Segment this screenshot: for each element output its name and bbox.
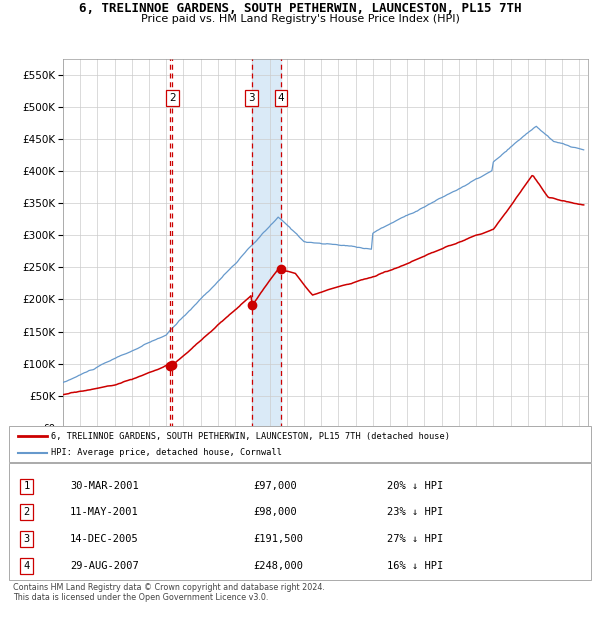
- Text: 1: 1: [23, 482, 29, 492]
- Text: 4: 4: [23, 560, 29, 571]
- Text: 2: 2: [169, 92, 176, 103]
- Text: £191,500: £191,500: [253, 534, 304, 544]
- Text: 3: 3: [248, 92, 255, 103]
- Text: 29-AUG-2007: 29-AUG-2007: [70, 560, 139, 571]
- Text: £98,000: £98,000: [253, 507, 297, 517]
- Text: 4: 4: [278, 92, 284, 103]
- Text: 11-MAY-2001: 11-MAY-2001: [70, 507, 139, 517]
- Text: £248,000: £248,000: [253, 560, 304, 571]
- Text: 23% ↓ HPI: 23% ↓ HPI: [388, 507, 443, 517]
- Text: Price paid vs. HM Land Registry's House Price Index (HPI): Price paid vs. HM Land Registry's House …: [140, 14, 460, 24]
- Bar: [251, 59, 281, 428]
- FancyBboxPatch shape: [9, 426, 591, 462]
- Text: 20% ↓ HPI: 20% ↓ HPI: [388, 482, 443, 492]
- Text: HPI: Average price, detached house, Cornwall: HPI: Average price, detached house, Corn…: [51, 448, 282, 458]
- Text: 14-DEC-2005: 14-DEC-2005: [70, 534, 139, 544]
- Text: £97,000: £97,000: [253, 482, 297, 492]
- Text: 27% ↓ HPI: 27% ↓ HPI: [388, 534, 443, 544]
- Text: Contains HM Land Registry data © Crown copyright and database right 2024.: Contains HM Land Registry data © Crown c…: [13, 583, 325, 592]
- Text: 3: 3: [23, 534, 29, 544]
- Text: 6, TRELINNOE GARDENS, SOUTH PETHERWIN, LAUNCESTON, PL15 7TH: 6, TRELINNOE GARDENS, SOUTH PETHERWIN, L…: [79, 2, 521, 15]
- FancyBboxPatch shape: [9, 463, 591, 580]
- Text: 16% ↓ HPI: 16% ↓ HPI: [388, 560, 443, 571]
- Text: 6, TRELINNOE GARDENS, SOUTH PETHERWIN, LAUNCESTON, PL15 7TH (detached house): 6, TRELINNOE GARDENS, SOUTH PETHERWIN, L…: [51, 432, 450, 440]
- Text: This data is licensed under the Open Government Licence v3.0.: This data is licensed under the Open Gov…: [13, 593, 269, 602]
- Text: 30-MAR-2001: 30-MAR-2001: [70, 482, 139, 492]
- Text: 2: 2: [23, 507, 29, 517]
